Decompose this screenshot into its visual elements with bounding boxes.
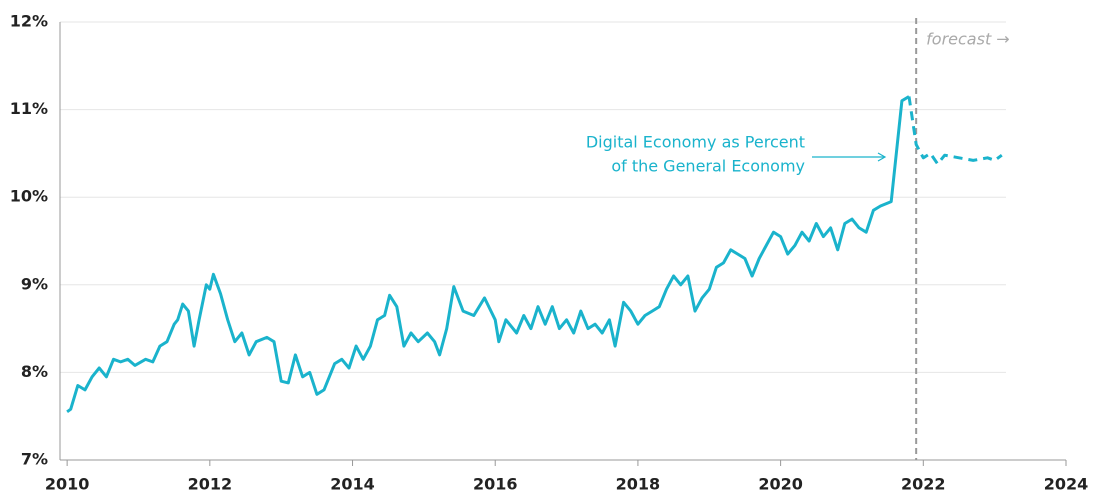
forecast-label: forecast → bbox=[926, 30, 1010, 49]
x-tick-label: 2016 bbox=[473, 475, 518, 494]
x-tick-label: 2012 bbox=[188, 475, 233, 494]
line-series bbox=[66, 95, 910, 414]
annotation-arrowhead bbox=[877, 152, 887, 162]
x-tick-label: 2010 bbox=[45, 475, 90, 494]
y-tick-label: 9% bbox=[21, 274, 48, 293]
y-tick-label: 11% bbox=[10, 99, 48, 118]
y-tick-label: 8% bbox=[21, 362, 48, 381]
x-tick-label: 2018 bbox=[616, 475, 661, 494]
x-tick-label: 2022 bbox=[901, 475, 946, 494]
series-label: of the General Economy bbox=[611, 157, 805, 176]
x-tick-label: 2014 bbox=[330, 475, 375, 494]
x-tick-label: 2020 bbox=[758, 475, 803, 494]
series-label: Digital Economy as Percent bbox=[586, 133, 805, 152]
x-tick-label: 2024 bbox=[1044, 475, 1089, 494]
line-series bbox=[907, 96, 1003, 166]
y-tick-label: 12% bbox=[10, 12, 48, 31]
y-tick-label: 7% bbox=[21, 450, 48, 469]
y-tick-label: 10% bbox=[10, 187, 48, 206]
